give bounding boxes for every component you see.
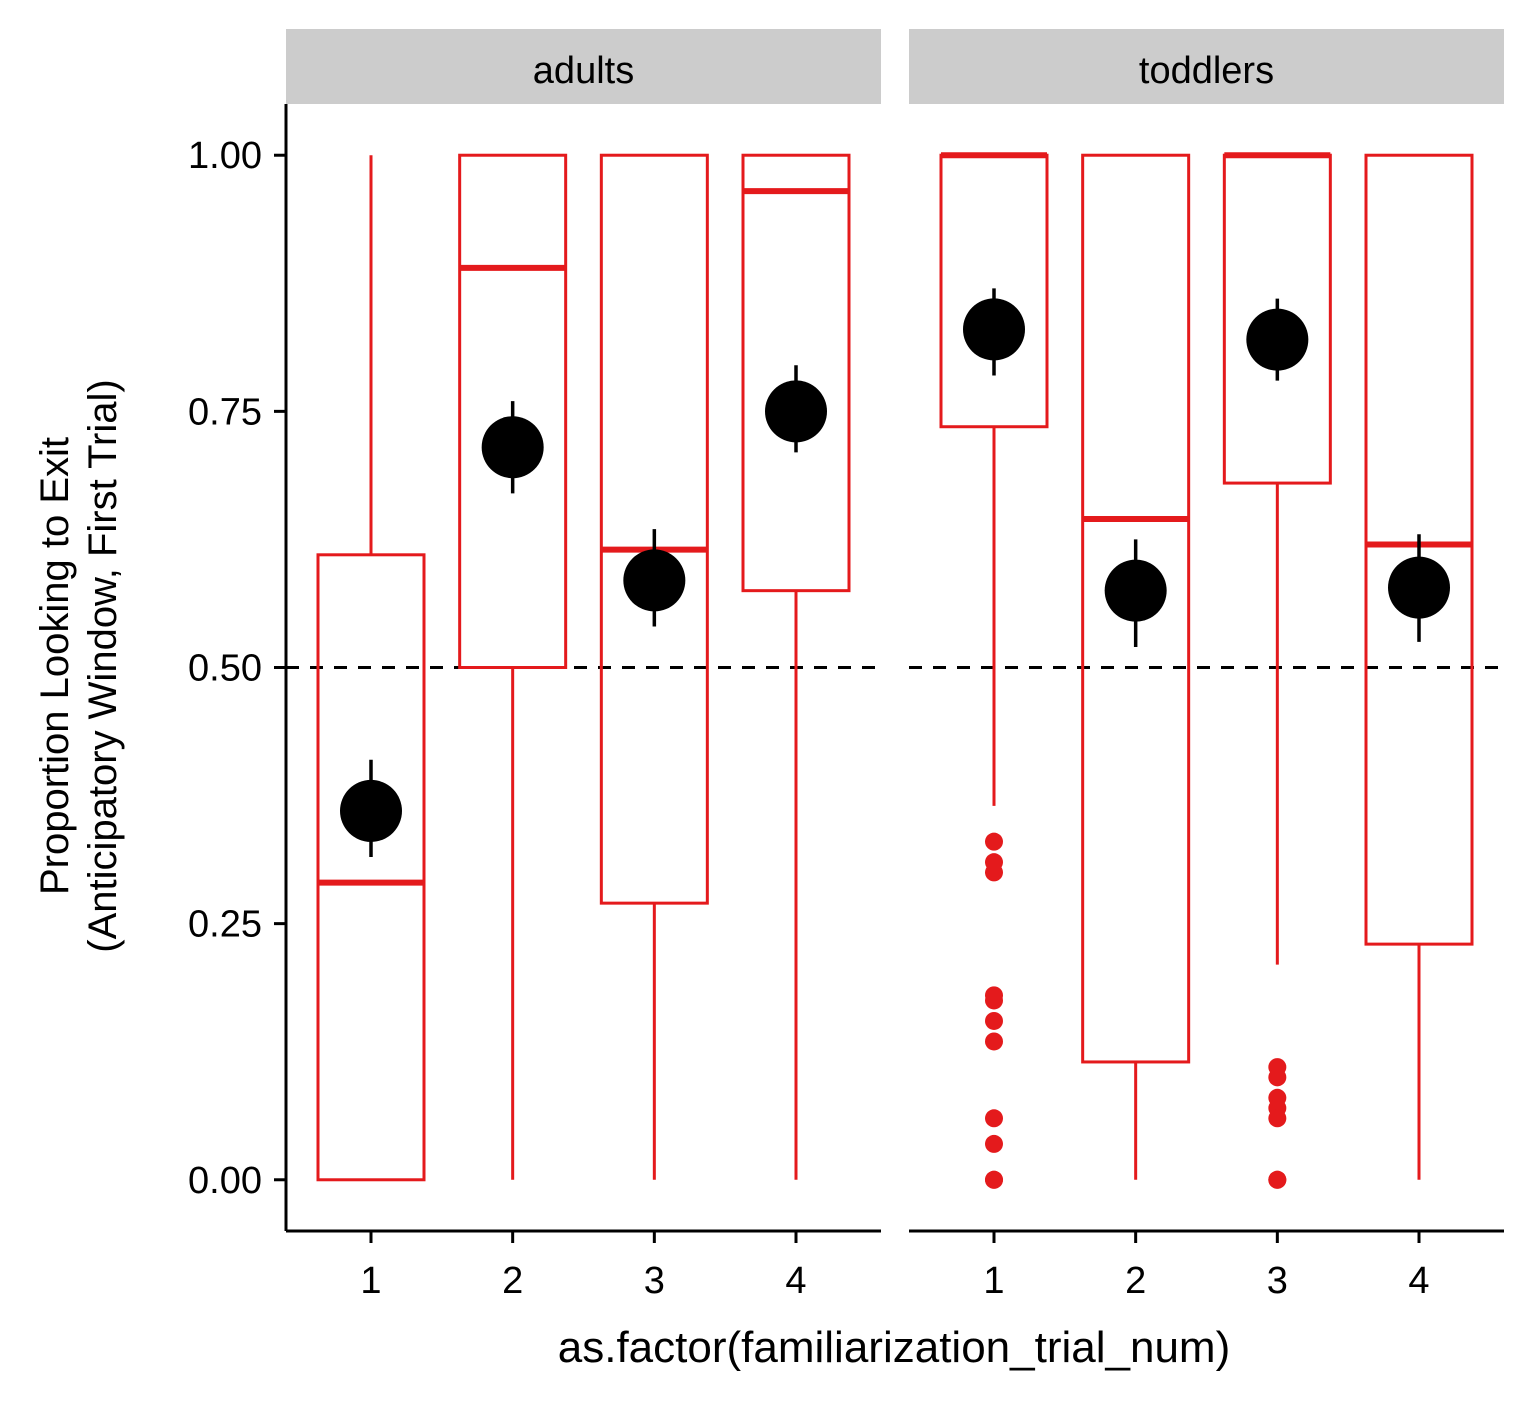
outlier-point [985, 863, 1003, 882]
box-group [939, 152, 1049, 1189]
panel-adults: adults 1 2 3 4 [286, 29, 881, 1302]
box-iqr [1364, 153, 1474, 946]
outlier-point [1268, 1109, 1287, 1128]
y-axis: 0.00 0.25 0.50 0.75 1.00 [188, 104, 288, 1231]
y-axis-title: Proportion Looking to Exit (Anticipatory… [33, 379, 125, 952]
box-group [458, 153, 568, 1180]
mean-point [963, 298, 1025, 361]
mean-point [1246, 308, 1309, 371]
strip-background-toddlers [909, 29, 1504, 104]
box-group [1081, 153, 1191, 1180]
x-tick-label: 3 [644, 1260, 665, 1302]
y-tick-label: 1.00 [188, 135, 262, 177]
x-tick-label: 1 [983, 1260, 1004, 1302]
box-group [1222, 152, 1332, 1189]
y-axis-title-line-1: Proportion Looking to Exit [33, 437, 77, 895]
mean-point [1104, 559, 1167, 622]
outlier-point [985, 832, 1003, 851]
box-iqr [1081, 153, 1191, 1064]
outlier-point [985, 1109, 1003, 1128]
mean-point [340, 779, 402, 842]
box-iqr [599, 153, 709, 905]
x-tick-label: 4 [1408, 1260, 1429, 1302]
mean-point [765, 380, 827, 443]
x-tick-label: 2 [502, 1260, 523, 1302]
outlier-point [985, 991, 1003, 1010]
x-tick-label: 2 [1125, 1260, 1146, 1302]
x-axis-title: as.factor(familiarization_trial_num) [558, 1323, 1230, 1372]
x-tick-label: 1 [360, 1260, 381, 1302]
x-tick-label: 4 [785, 1260, 806, 1302]
mean-point [623, 549, 686, 612]
box-group [316, 155, 426, 1182]
box-group [741, 153, 851, 1180]
mean-point [1388, 556, 1450, 619]
x-tick-label: 3 [1267, 1260, 1288, 1302]
outlier-point [985, 1032, 1003, 1051]
y-axis-title-line-2: (Anticipatory Window, First Trial) [81, 379, 125, 952]
box-iqr [741, 153, 851, 593]
outlier-point [985, 1011, 1003, 1030]
outlier-point [1268, 1170, 1287, 1189]
box-group [1364, 153, 1474, 1180]
box-group [599, 153, 709, 1180]
panel-marks-toddlers: 1 2 3 4 [909, 152, 1504, 1302]
y-tick-label: 0.75 [188, 391, 262, 433]
panel-marks-adults: 1 2 3 4 [286, 153, 881, 1302]
panel-toddlers: toddlers 1 2 3 4 [909, 29, 1504, 1302]
outlier-point [985, 1170, 1003, 1189]
strip-label-adults: adults [533, 50, 634, 92]
box-iqr [316, 553, 426, 1182]
y-tick-label: 0.00 [188, 1160, 262, 1202]
outlier-point [985, 1134, 1003, 1153]
y-tick-label: 0.50 [188, 648, 262, 690]
box-iqr [458, 153, 568, 669]
strip-background-adults [286, 29, 881, 104]
mean-point [481, 416, 544, 479]
strip-label-toddlers: toddlers [1139, 50, 1274, 92]
outlier-point [1268, 1068, 1287, 1087]
y-tick-label: 0.25 [188, 904, 262, 946]
